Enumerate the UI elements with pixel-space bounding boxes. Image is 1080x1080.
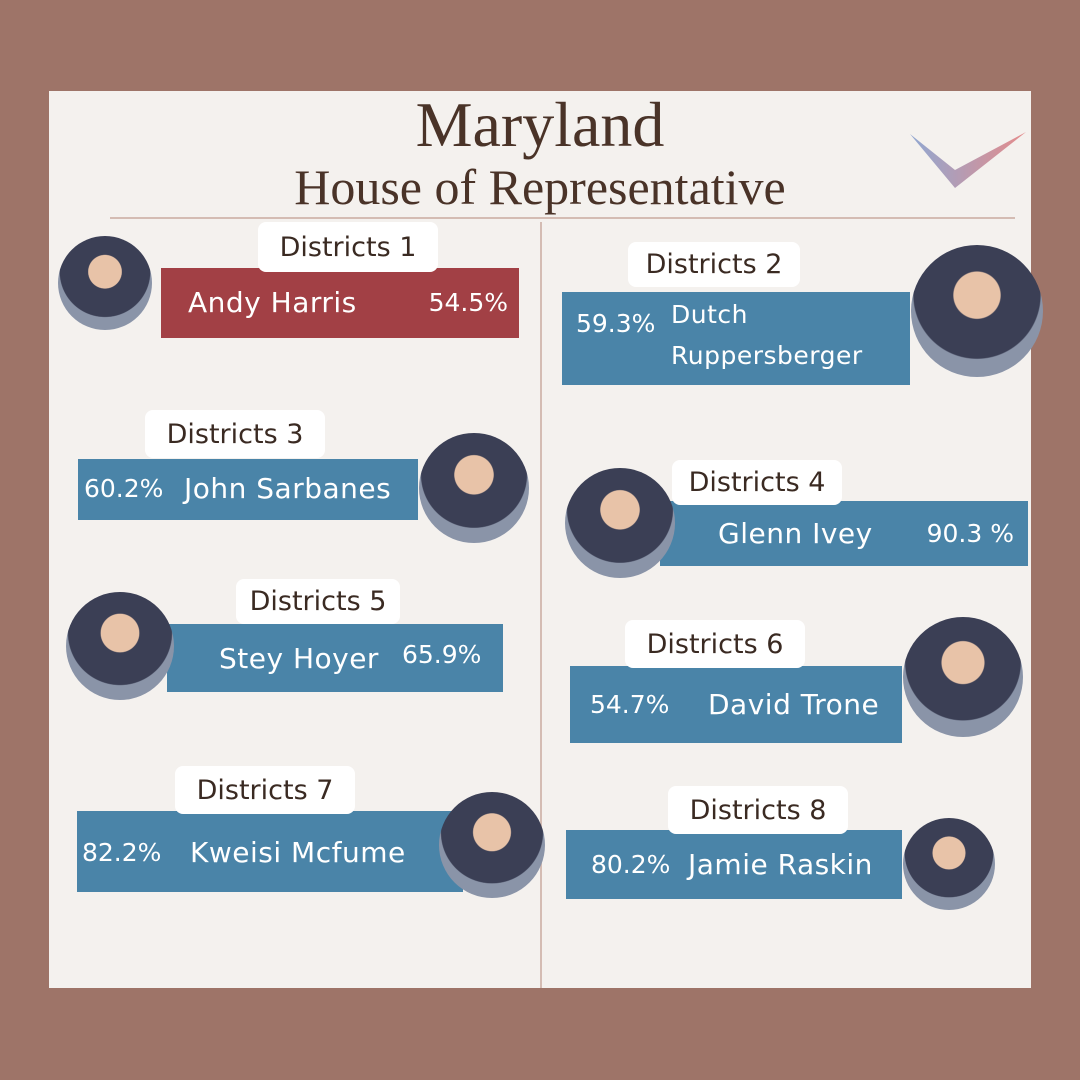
district-label: Districts 5 [236,579,400,624]
district-label: Districts 1 [258,222,438,272]
candidate-photo [903,818,995,910]
vote-percent: 59.3% [576,309,656,338]
candidate-name: David Trone [708,688,880,721]
candidate-photo [439,792,545,898]
vote-percent: 54.5% [428,288,508,317]
vote-percent: 80.2% [591,850,671,879]
district-label: Districts 8 [668,786,848,834]
result-bar [660,501,1028,566]
vote-percent: 90.3 % [926,519,1014,548]
district-label: Districts 2 [628,242,800,287]
title: Maryland [415,89,665,160]
subtitle: House of Representative [294,159,786,215]
candidate-name: Glenn Ivey [718,517,873,550]
candidate-name: Dutch Ruppersberger [671,300,863,370]
candidate-photo [66,592,174,700]
vote-percent: 60.2% [84,474,164,503]
result-bar [77,811,463,892]
candidate-name: Jamie Raskin [688,848,873,881]
candidate-photo [58,236,152,330]
candidate-photo [565,468,675,578]
result-bar [566,830,902,899]
candidate-name: Kweisi Mcfume [190,836,406,869]
district-label: Districts 6 [625,620,805,668]
result-bar [562,292,910,385]
district-label: Districts 7 [175,766,355,814]
check-icon [910,132,1026,188]
vote-percent: 54.7% [590,690,670,719]
candidate-photo [903,617,1023,737]
result-bar [161,268,519,338]
result-bar [570,666,902,743]
result-bar [167,624,503,692]
district-label: Districts 3 [145,410,325,458]
candidate-photo [419,433,529,543]
candidate-photo [911,245,1043,377]
vote-percent: 65.9% [402,640,482,669]
candidate-name: John Sarbanes [184,472,392,505]
candidate-name: Stey Hoyer [219,642,379,675]
result-bar [78,459,418,520]
candidate-name: Andy Harris [188,286,357,319]
vote-percent: 82.2% [82,838,162,867]
district-label: Districts 4 [672,460,842,505]
